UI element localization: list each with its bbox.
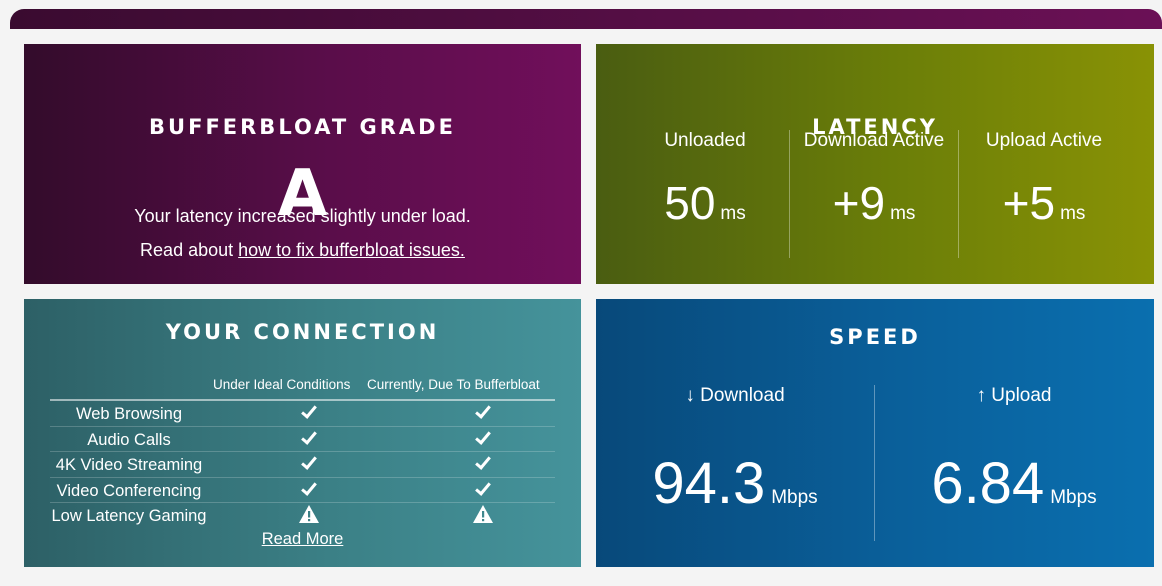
check-icon	[471, 453, 495, 475]
table-row: Web Browsing	[50, 401, 555, 427]
latency-upload-active: Upload Active +5 ms	[960, 130, 1128, 258]
grade-read-about: Read about how to fix bufferbloat issues…	[24, 240, 581, 261]
latency-divider-1	[789, 130, 790, 258]
latency-divider-2	[958, 130, 959, 258]
latency-upload-value-group: +5 ms	[960, 178, 1128, 228]
upload-value-group: 6.84 Mbps	[875, 453, 1153, 515]
task-label: Audio Calls	[87, 430, 171, 449]
read-about-prefix: Read about	[140, 240, 234, 260]
latency-download-label: Download Active	[803, 130, 945, 151]
speed-panel: SPEED ↓ Download 94.3 Mbps ↑ Upload 6.84 M…	[596, 299, 1154, 567]
latency-unloaded-value: 50	[664, 177, 716, 229]
table-row: Video Conferencing	[50, 478, 555, 503]
latency-unloaded-unit: ms	[720, 203, 746, 224]
check-icon	[297, 427, 321, 450]
speed-divider	[874, 385, 875, 541]
warning-icon	[471, 504, 495, 526]
task-label: Web Browsing	[75, 405, 183, 423]
latency-download-value: +9	[832, 177, 886, 229]
check-icon	[471, 478, 495, 501]
latency-unloaded-label: Unloaded	[664, 130, 746, 151]
latency-unloaded-value-group: 50 ms	[621, 178, 789, 228]
fix-bufferbloat-link[interactable]: how to fix bufferbloat issues.	[238, 240, 465, 260]
connection-panel: YOUR CONNECTION Under Ideal Conditions C…	[24, 299, 581, 567]
latency-upload-unit: ms	[1060, 203, 1086, 224]
table-row: Low Latency Gaming	[50, 503, 555, 529]
grade-letter: A	[277, 157, 328, 231]
table-row: Audio Calls	[50, 427, 555, 452]
column-current-header: Currently, Due To Bufferbloat	[367, 377, 540, 392]
latency-unloaded: Unloaded 50 ms	[621, 130, 789, 258]
grade-title: BUFFERBLOAT GRADE	[149, 115, 456, 139]
latency-upload-label: Upload Active	[985, 130, 1103, 151]
latency-download-active: Download Active +9 ms	[790, 130, 958, 258]
latency-download-unit: ms	[890, 203, 916, 224]
connection-table: Under Ideal Conditions Currently, Due To…	[50, 377, 555, 529]
latency-title: LATENCY	[812, 115, 938, 139]
bufferbloat-grade-panel: BUFFERBLOAT GRADE A Your latency increas…	[24, 44, 581, 284]
upload-value: 6.84	[931, 451, 1045, 516]
task-label: Low Latency Gaming	[51, 507, 207, 525]
check-icon	[471, 427, 495, 450]
upload-label: ↑ Upload	[976, 385, 1052, 406]
download-value-group: 94.3 Mbps	[596, 453, 874, 515]
check-icon	[297, 478, 321, 501]
results-header-bar	[10, 9, 1162, 29]
download-unit: Mbps	[771, 487, 818, 508]
read-more-link[interactable]: Read More	[261, 530, 344, 548]
upload-unit: Mbps	[1050, 487, 1097, 508]
task-label: Video Conferencing	[56, 481, 202, 500]
connection-table-header: Under Ideal Conditions Currently, Due To…	[50, 377, 555, 399]
grade-message: Your latency increased slightly under lo…	[134, 206, 471, 226]
connection-table-rule	[50, 399, 555, 401]
connection-title: YOUR CONNECTION	[165, 320, 440, 344]
latency-panel: LATENCY Unloaded 50 ms Download Active +9…	[596, 44, 1154, 284]
latency-download-value-group: +9 ms	[790, 178, 958, 228]
speed-upload: ↑ Upload 6.84 Mbps	[875, 385, 1153, 515]
download-value: 94.3	[652, 451, 766, 516]
latency-upload-value: +5	[1002, 177, 1056, 229]
speed-title: SPEED	[829, 325, 921, 349]
check-icon	[297, 453, 321, 475]
column-ideal-header: Under Ideal Conditions	[213, 377, 351, 392]
check-icon	[471, 402, 495, 424]
task-label: 4K Video Streaming	[55, 456, 203, 474]
warning-icon	[297, 504, 321, 526]
download-label: ↓ Download	[685, 385, 785, 406]
speed-download: ↓ Download 94.3 Mbps	[596, 385, 874, 515]
table-row: 4K Video Streaming	[50, 452, 555, 478]
check-icon	[297, 402, 321, 424]
